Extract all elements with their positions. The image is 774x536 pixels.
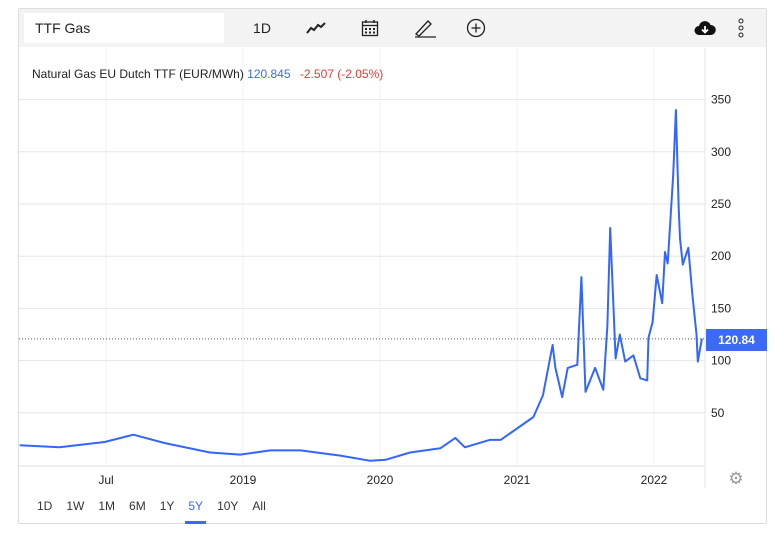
range-button-1y[interactable]: 1Y xyxy=(159,499,175,513)
range-button-10y[interactable]: 10Y xyxy=(217,499,239,513)
y-tick-label: 250 xyxy=(711,197,731,211)
range-button-1d[interactable]: 1D xyxy=(37,499,53,513)
y-tick-label: 350 xyxy=(711,93,731,107)
x-tick-label: 2019 xyxy=(230,473,257,487)
range-selector: 1D 1W 1M 6M 1Y 5Y 10Y All xyxy=(30,496,273,524)
instrument-name: Natural Gas EU Dutch TTF (EUR/MWh) xyxy=(32,67,244,81)
y-tick-label: 50 xyxy=(711,406,725,420)
range-button-1w[interactable]: 1W xyxy=(66,499,85,513)
calendar-icon[interactable] xyxy=(358,9,382,47)
range-button-1m[interactable]: 1M xyxy=(98,499,116,513)
y-tick-label: 200 xyxy=(711,249,731,263)
x-tick-label: 2020 xyxy=(367,473,394,487)
price-series-line xyxy=(19,109,703,462)
x-tick-label: 2021 xyxy=(504,473,531,487)
symbol-search-input[interactable]: TTF Gas xyxy=(24,13,224,43)
last-price-label: 120.84 xyxy=(706,329,767,351)
chart-legend: Natural Gas EU Dutch TTF (EUR/MWh) 120.8… xyxy=(32,67,383,81)
range-button-5y[interactable]: 5Y xyxy=(181,496,210,524)
y-tick-label: 100 xyxy=(711,354,731,368)
draw-pencil-icon[interactable] xyxy=(412,9,438,47)
y-tick-label: 300 xyxy=(711,145,731,159)
y-tick-label: 150 xyxy=(711,301,731,315)
range-button-all[interactable]: All xyxy=(252,499,266,513)
cloud-download-icon[interactable] xyxy=(694,9,716,47)
chart-widget xyxy=(18,8,767,524)
x-tick-label: 2022 xyxy=(641,473,668,487)
toolbar: TTF Gas 1D xyxy=(19,9,766,47)
x-tick-label: Jul xyxy=(98,473,113,487)
more-vertical-icon[interactable] xyxy=(735,9,747,47)
price-change: -2.507 (-2.05%) xyxy=(299,67,384,81)
chart-type-icon[interactable] xyxy=(303,9,329,47)
interval-button[interactable]: 1D xyxy=(253,20,271,36)
add-circle-icon[interactable] xyxy=(465,9,487,47)
last-price: 120.845 xyxy=(247,67,291,81)
settings-gear-icon[interactable]: ⚙ xyxy=(728,469,744,488)
range-button-6m[interactable]: 6M xyxy=(129,499,146,513)
